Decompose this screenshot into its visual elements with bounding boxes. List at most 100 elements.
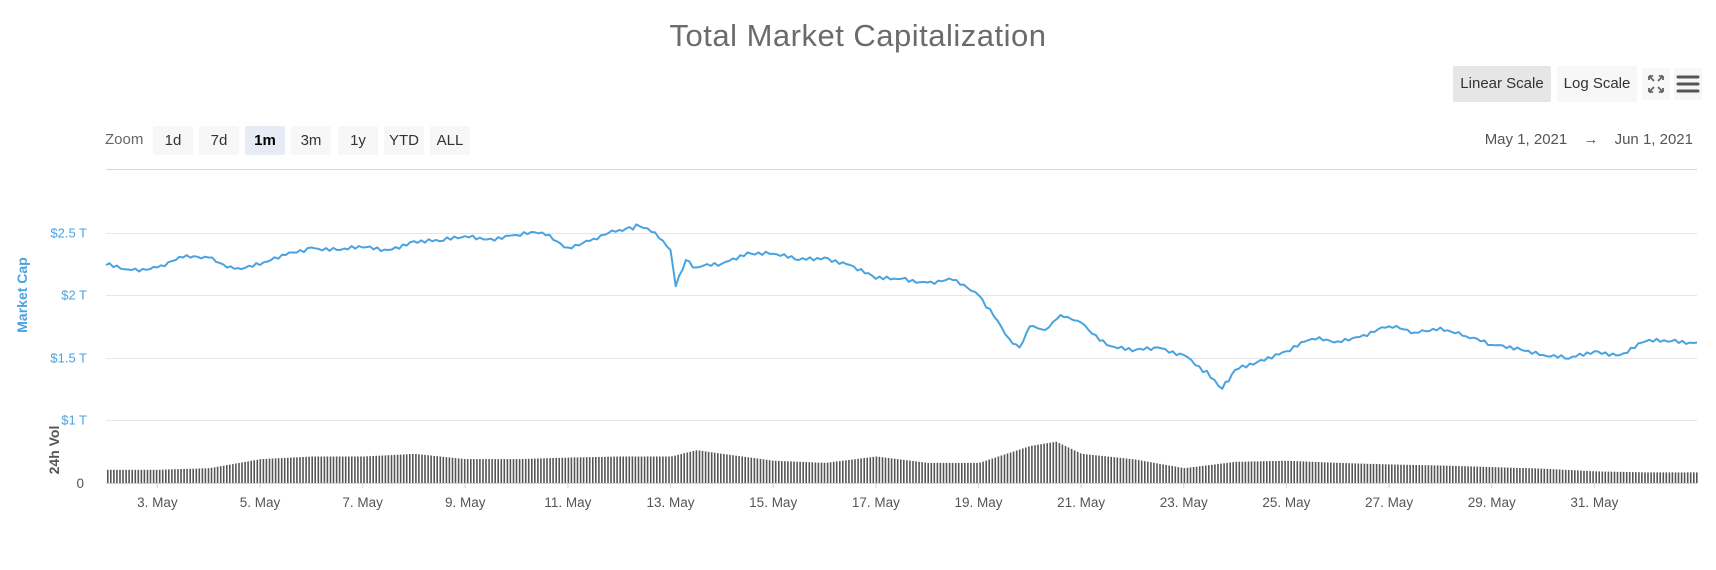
volume-bar [1198,466,1201,483]
volume-bar [235,463,237,483]
volume-bar [1647,472,1649,483]
volume-bar [1247,461,1250,483]
volume-bar [226,465,228,483]
volume-bar [732,455,734,483]
volume-bar [174,469,176,483]
volume-bar [875,456,878,483]
volume-bar [1293,461,1295,483]
volume-bar [424,454,426,483]
volume-axis-title: 24h Vol [46,426,62,475]
date-range-to[interactable]: Jun 1, 2021 [1614,131,1693,148]
volume-bar [1619,471,1622,483]
volume-bar [1015,450,1018,483]
fullscreen-button[interactable] [1642,68,1670,100]
volume-bar [1622,471,1625,483]
volume-bar [951,462,954,483]
volume-bar [656,456,658,483]
volume-bar [1503,467,1506,483]
volume-bar [229,464,231,483]
volume-bar [470,459,472,483]
volume-bar [1531,468,1533,483]
volume-bar [1186,467,1189,483]
volume-bar [1000,455,1003,483]
menu-button[interactable] [1674,68,1702,100]
volume-bar [1101,455,1103,483]
volume-bar [247,461,249,483]
volume-bar [823,462,826,483]
volume-bar [1458,466,1460,483]
volume-bar [155,469,158,484]
volume-bar [918,461,920,483]
volume-bar [1625,472,1628,483]
volume-bar [1516,467,1518,483]
volume-bar [1031,445,1033,483]
volume-bar [1256,461,1259,483]
volume-bar [832,461,835,483]
volume-bar [750,457,753,483]
volume-bar [817,462,820,483]
volume-bar [1391,464,1393,483]
volume-bar [814,462,817,483]
x-tick-label: 15. May [749,495,797,510]
volume-bar [579,457,582,483]
volume-bar [1476,466,1478,483]
volume-bar [390,455,393,483]
volume-bar [1040,444,1042,483]
zoom-ytd-button[interactable]: YTD [384,126,424,155]
volume-bar [518,459,521,483]
volume-bar [1128,458,1131,483]
volume-bar [906,460,908,483]
volume-bar [204,468,207,483]
zoom-3m-button[interactable]: 3m [291,126,331,155]
volume-bar [1253,461,1256,483]
volume-bar [1546,468,1549,483]
x-tick-label: 21. May [1057,495,1105,510]
zoom-1y-button[interactable]: 1y [338,126,378,155]
volume-bar [881,457,884,483]
y-axis-title: Market Cap [14,257,30,332]
volume-bar [1351,463,1353,483]
volume-bar [177,469,179,483]
volume-bar [457,458,460,483]
volume-bar [1455,466,1457,483]
volume-bar [1464,466,1466,483]
volume-bar [1018,449,1021,483]
y-tick-label: $2 T [61,288,87,303]
volume-bar [631,456,634,483]
volume-bar [491,459,493,483]
volume-bar [1290,460,1292,483]
volume-bar [250,460,252,483]
volume-bar [677,454,679,483]
volume-bar [1131,459,1134,483]
zoom-7d-button[interactable]: 7d [199,126,239,155]
volume-bar [1208,465,1210,483]
volume-bar [171,469,173,483]
volume-bar [1116,457,1119,483]
log-scale-button[interactable]: Log Scale [1557,66,1637,102]
volume-bar [366,456,368,483]
linear-scale-button[interactable]: Linear Scale [1453,66,1551,102]
volume-bar [1339,462,1341,483]
volume-bar [619,456,621,483]
x-tick-label: 7. May [342,495,383,510]
volume-bar [1205,465,1207,483]
volume-bar [588,457,591,483]
market-cap-series-line [105,223,1698,390]
zoom-1m-button[interactable]: 1m [245,126,285,155]
zoom-all-button[interactable]: ALL [430,126,470,155]
volume-bar [1354,463,1356,483]
volume-bar [320,456,323,483]
volume-bar [113,469,115,484]
volume-bar [1150,462,1152,483]
volume-bar [1272,461,1274,483]
volume-bar [1003,454,1006,483]
zoom-1d-button[interactable]: 1d [153,126,193,155]
volume-bar [634,456,637,483]
date-range-from[interactable]: May 1, 2021 [1484,131,1568,148]
volume-bar [686,452,689,483]
volume-bar [1665,472,1668,483]
volume-bar [451,457,454,483]
volume-bar [527,458,530,483]
volume-bar [1058,443,1061,483]
volume-bar [1683,472,1686,483]
